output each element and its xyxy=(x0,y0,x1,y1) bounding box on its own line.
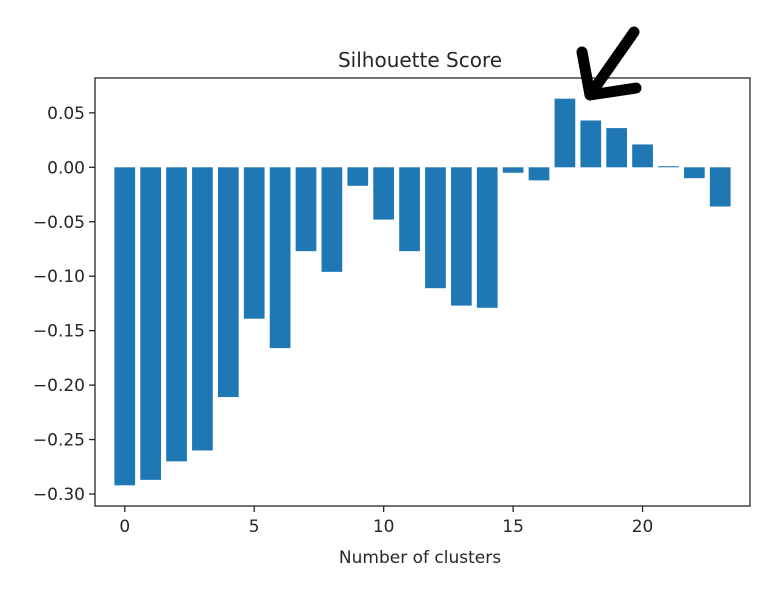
bar xyxy=(683,167,705,179)
x-axis-label: Number of clusters xyxy=(339,548,501,568)
x-tick-label: 20 xyxy=(632,517,654,537)
y-tick-label: −0.20 xyxy=(33,376,85,396)
bar xyxy=(502,167,524,173)
bar xyxy=(399,167,420,252)
bar xyxy=(528,167,550,181)
bar xyxy=(476,167,498,308)
bar xyxy=(295,167,317,252)
bar xyxy=(709,167,731,207)
bar xyxy=(632,144,653,168)
y-tick-label: −0.15 xyxy=(33,322,85,342)
y-tick-label: 0.00 xyxy=(47,158,85,178)
bar xyxy=(606,128,628,168)
bar xyxy=(217,167,239,398)
bar xyxy=(425,167,446,289)
bar xyxy=(580,120,602,168)
y-tick-label: −0.10 xyxy=(33,267,85,287)
bar xyxy=(347,167,369,186)
bar xyxy=(114,167,136,486)
bar xyxy=(321,167,343,272)
y-tick-label: −0.30 xyxy=(33,485,85,505)
bar xyxy=(269,167,291,349)
x-tick-label: 0 xyxy=(119,517,130,537)
arrow-annotation-shaft xyxy=(586,26,640,98)
x-tick-label: 15 xyxy=(502,517,524,537)
y-tick-label: −0.25 xyxy=(33,431,85,451)
y-tick-label: 0.05 xyxy=(47,104,85,124)
bar xyxy=(554,98,576,168)
bar xyxy=(192,167,213,451)
bar xyxy=(373,167,395,220)
arrow-annotation xyxy=(576,26,642,101)
x-tick-label: 5 xyxy=(249,517,260,537)
bar xyxy=(166,167,187,462)
bar xyxy=(658,166,679,168)
bar xyxy=(243,167,265,319)
bar xyxy=(140,167,162,480)
x-tick-label: 10 xyxy=(373,517,395,537)
chart-title: Silhouette Score xyxy=(338,48,502,72)
x-axis-ticks: 0 5 10 15 20 xyxy=(119,506,653,537)
plot-frame xyxy=(94,77,751,507)
y-axis-ticks: −0.30 −0.25 −0.20 −0.15 −0.10 −0.05 0.00 0.05 xyxy=(33,104,95,505)
bars-group xyxy=(114,98,731,486)
y-tick-label: −0.05 xyxy=(33,213,85,233)
arrow-annotation-head xyxy=(576,46,642,101)
bar xyxy=(450,167,472,306)
